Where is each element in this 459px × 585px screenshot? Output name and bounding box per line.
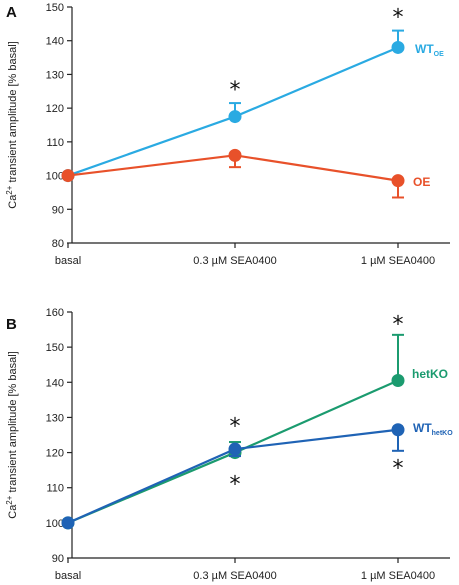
data-point [228, 148, 242, 162]
data-point [391, 174, 405, 188]
y-axis-title: Ca2+ transient amplitude [% basal] [5, 41, 19, 209]
y-tick-label: 130 [46, 69, 64, 81]
y-axis-title: Ca2+ transient amplitude [% basal] [5, 351, 19, 519]
y-tick-label: 90 [52, 553, 64, 565]
panel-label: A [6, 4, 17, 21]
series-label: WTOE [415, 42, 444, 58]
data-point [228, 110, 242, 124]
series-OE: OE [61, 148, 430, 199]
y-tick-label: 110 [46, 483, 64, 495]
chart-panel-B: B 90 100 110 120 130 140 150 160 basal 0.3 µM SEA0… [5, 307, 453, 582]
y-tick-label: 150 [46, 342, 64, 354]
data-point [391, 40, 405, 54]
y-tick-label: 140 [46, 36, 64, 48]
significance-star: * [230, 472, 241, 497]
x-tick-label: 1 µM SEA0400 [361, 255, 435, 267]
x-tick-label: 1 µM SEA0400 [361, 570, 435, 582]
significance-star: * [393, 457, 404, 482]
significance-star: * [230, 414, 241, 439]
data-point [391, 423, 405, 437]
series-WT_OE: WTOE [61, 29, 444, 183]
significance-star: * [393, 5, 404, 30]
y-tick-label: 100 [46, 518, 64, 530]
y-tick-label: 90 [52, 204, 64, 216]
data-point [61, 516, 75, 530]
x-tick-label: 0.3 µM SEA0400 [193, 570, 276, 582]
series-WT_hetKO: WThetKO [61, 421, 453, 530]
data-point [228, 442, 242, 456]
panel-label: B [6, 316, 17, 333]
series-label: hetKO [412, 367, 448, 381]
y-tick-label: 120 [46, 448, 64, 460]
significance-star: * [230, 78, 241, 103]
series-label: WThetKO [413, 421, 453, 437]
significance-star: * [393, 313, 404, 338]
chart-panel-A: A 80 90 100 110 120 130 140 150 basal 0.3 µM SEA04… [5, 2, 450, 267]
y-tick-label: 140 [46, 377, 64, 389]
data-point [61, 169, 75, 183]
y-tick-label: 80 [52, 238, 64, 250]
y-tick-label: 120 [46, 103, 64, 115]
x-tick-label: basal [55, 255, 81, 267]
y-tick-label: 100 [46, 171, 64, 183]
series-label: OE [413, 175, 430, 189]
y-tick-label: 150 [46, 2, 64, 14]
x-tick-label: basal [55, 570, 81, 582]
data-point [391, 374, 405, 388]
x-tick-label: 0.3 µM SEA0400 [193, 255, 276, 267]
y-tick-label: 110 [46, 137, 64, 149]
y-tick-label: 130 [46, 412, 64, 424]
y-tick-label: 160 [46, 307, 64, 319]
